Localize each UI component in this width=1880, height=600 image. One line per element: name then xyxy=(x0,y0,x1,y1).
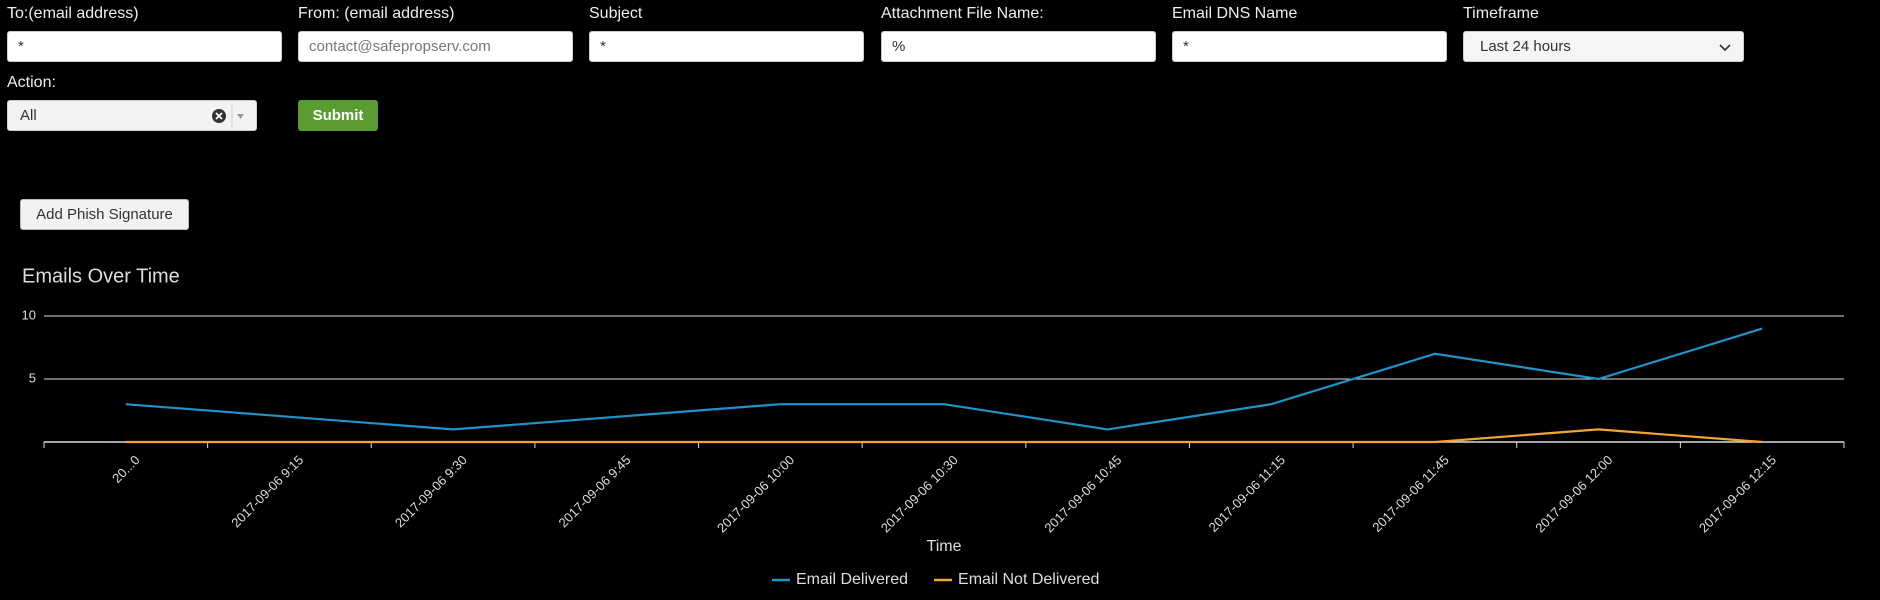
x-tick-label: 20...0 xyxy=(109,452,143,486)
chart-title: Emails Over Time xyxy=(22,265,180,287)
x-tick-label: 2017-09-06 9:30 xyxy=(392,452,470,530)
y-tick-label: 5 xyxy=(29,370,36,385)
x-axis-label: Time xyxy=(927,538,962,555)
from-input[interactable]: contact@safepropserv.com xyxy=(298,31,573,62)
x-tick-label: 2017-09-06 9:15 xyxy=(228,452,306,530)
field-label: Attachment File Name: xyxy=(881,5,1044,22)
y-tick-label: 10 xyxy=(22,307,36,322)
x-tick-label: 2017-09-06 10:30 xyxy=(878,452,961,535)
series-line xyxy=(125,428,1763,444)
series-line xyxy=(125,327,1763,431)
dns-input[interactable]: * xyxy=(1172,31,1447,62)
subject-input[interactable]: * xyxy=(589,31,864,62)
x-tick-label: 2017-09-06 12:00 xyxy=(1532,452,1615,535)
select-value: All xyxy=(20,107,37,124)
x-tick-label: 2017-09-06 12:15 xyxy=(1696,452,1779,535)
dropdown-value: Last 24 hours xyxy=(1480,38,1571,55)
add-phish-button[interactable]: Add Phish Signature xyxy=(20,199,189,230)
x-tick-label: 2017-09-06 9:45 xyxy=(556,452,634,530)
select-controls xyxy=(212,103,244,128)
field-label: Email DNS Name xyxy=(1172,5,1298,22)
attachment-input[interactable]: % xyxy=(881,31,1156,62)
x-tick-label: 2017-09-06 10:00 xyxy=(714,452,797,535)
field-label: Action: xyxy=(7,74,56,91)
submit-button[interactable]: Submit xyxy=(298,100,378,131)
legend-label: Email Delivered xyxy=(796,571,908,588)
timeframe-dropdown[interactable]: Last 24 hours xyxy=(1463,31,1744,62)
x-tick-label: 2017-09-06 10:45 xyxy=(1041,452,1124,535)
field-label: Timeframe xyxy=(1463,5,1539,22)
x-tick-label: 2017-09-06 11:15 xyxy=(1206,452,1289,535)
to-input[interactable]: * xyxy=(7,31,282,62)
action-select[interactable]: All xyxy=(7,100,257,131)
field-label: To:(email address) xyxy=(7,5,139,22)
field-label: From: (email address) xyxy=(298,5,455,22)
x-tick-label: 2017-09-06 11:45 xyxy=(1369,452,1452,535)
chevron xyxy=(1719,44,1731,52)
field-label: Subject xyxy=(589,5,643,22)
legend-label: Email Not Delivered xyxy=(958,571,1099,588)
